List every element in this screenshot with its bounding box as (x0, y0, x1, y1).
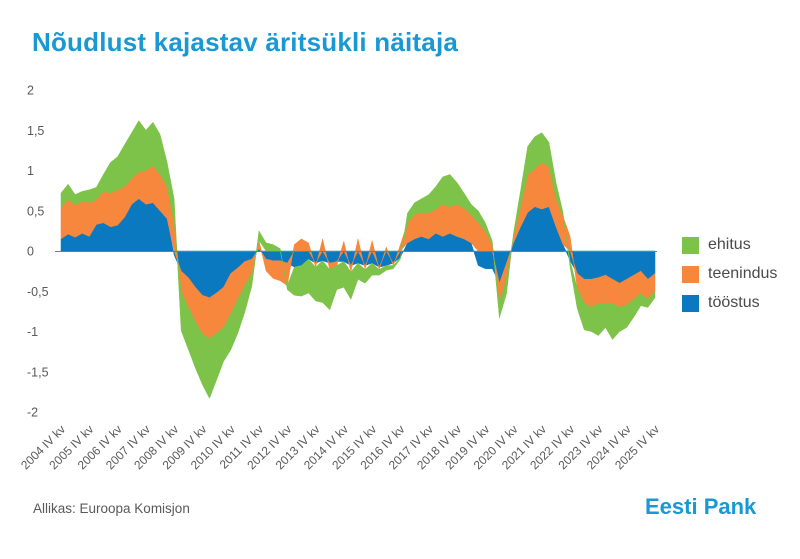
legend: ehitus teenindus tööstus (682, 236, 777, 323)
y-tick-label: -1,5 (27, 365, 49, 379)
y-tick-label: -1 (27, 325, 38, 339)
legend-item-ehitus: ehitus (682, 236, 777, 254)
page-title: Nõudlust kajastav äritsükli näitaja (32, 27, 459, 57)
legend-label-toostus: tööstus (708, 294, 760, 311)
area-ehitus (60, 120, 656, 399)
toostus-swatch-icon (682, 294, 699, 312)
source-note: Allikas: Euroopa Komisjon (33, 501, 190, 516)
y-tick-label: 0 (27, 245, 34, 259)
legend-label-ehitus: ehitus (708, 236, 751, 253)
y-tick-label: 1,5 (27, 124, 44, 138)
legend-label-teenindus: teenindus (708, 265, 778, 282)
legend-item-toostus: tööstus (682, 294, 777, 312)
legend-item-teenindus: teenindus (682, 265, 777, 283)
eesti-pank-logo: Eesti Pank (645, 494, 757, 519)
y-tick-label: -0,5 (27, 285, 49, 299)
area-teenindus (60, 162, 656, 340)
y-tick-label: 2 (27, 84, 34, 98)
y-tick-label: -2 (27, 406, 38, 420)
y-tick-label: 1 (27, 164, 34, 178)
teenindus-swatch-icon (682, 265, 699, 283)
ehitus-swatch-icon (682, 236, 699, 254)
y-tick-label: 0,5 (27, 204, 44, 218)
